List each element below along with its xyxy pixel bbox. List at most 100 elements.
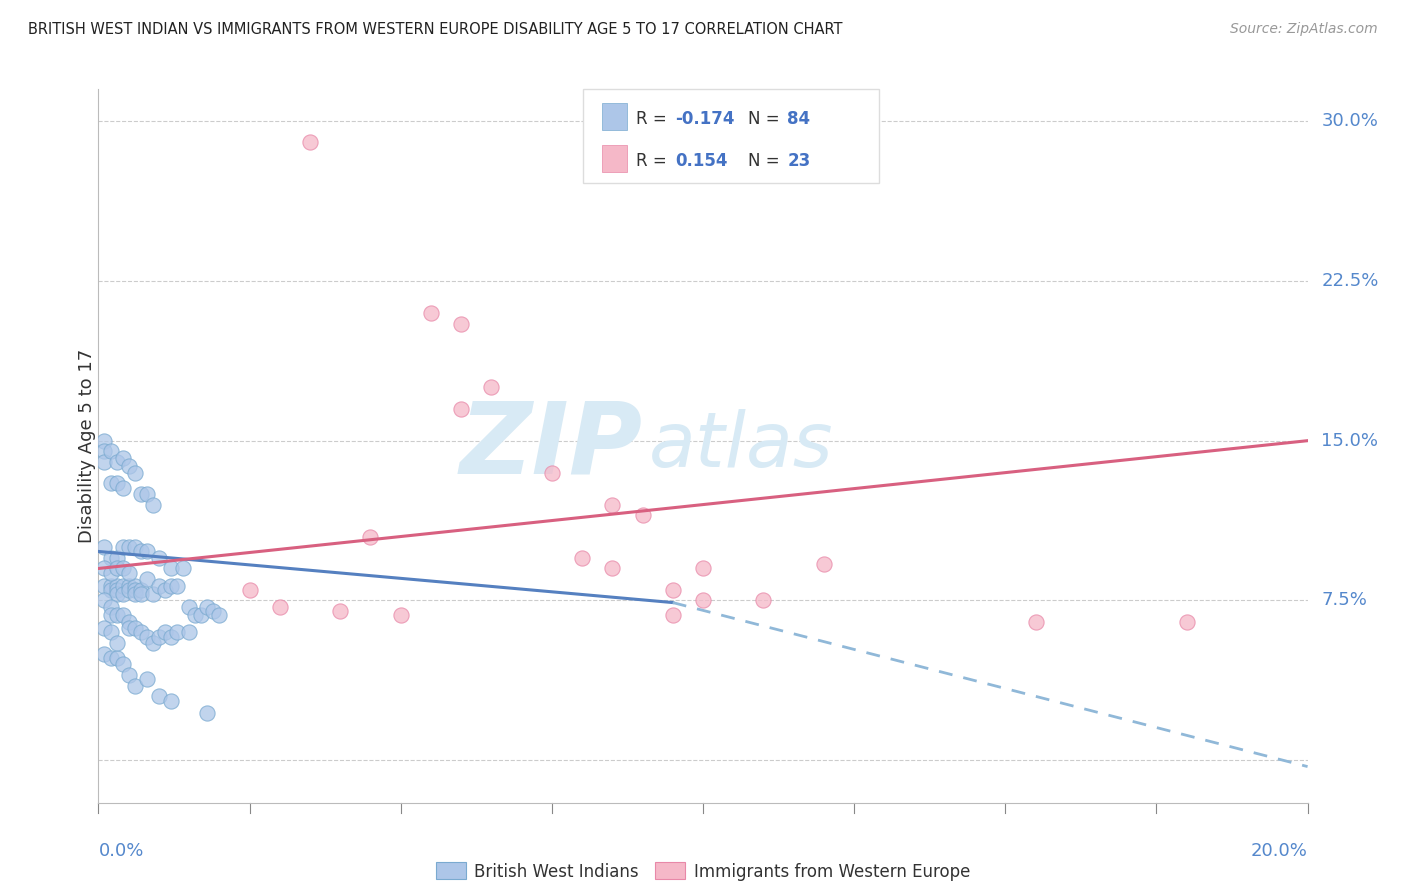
Point bbox=[142, 498, 165, 512]
Point bbox=[111, 450, 134, 465]
Point bbox=[239, 582, 262, 597]
Point bbox=[118, 566, 141, 580]
Point bbox=[111, 578, 134, 592]
Point bbox=[93, 578, 115, 592]
Text: 22.5%: 22.5% bbox=[1322, 272, 1379, 290]
Point bbox=[93, 434, 115, 448]
Point bbox=[100, 550, 122, 565]
Text: ZIP: ZIP bbox=[460, 398, 643, 494]
Point bbox=[100, 625, 122, 640]
Point bbox=[100, 582, 122, 597]
Point bbox=[129, 587, 152, 601]
Point bbox=[450, 317, 472, 331]
Point bbox=[118, 621, 141, 635]
Text: 30.0%: 30.0% bbox=[1322, 112, 1378, 130]
Point bbox=[105, 582, 128, 597]
Point bbox=[202, 604, 225, 618]
Point bbox=[124, 587, 146, 601]
Point bbox=[692, 593, 714, 607]
Point bbox=[148, 550, 170, 565]
Point bbox=[571, 550, 593, 565]
Point bbox=[631, 508, 654, 523]
Point bbox=[135, 487, 157, 501]
Point bbox=[100, 444, 122, 458]
Text: 0.154: 0.154 bbox=[675, 153, 727, 170]
Text: 7.5%: 7.5% bbox=[1322, 591, 1368, 609]
Point bbox=[166, 578, 188, 592]
Point bbox=[269, 599, 291, 614]
Point bbox=[329, 604, 352, 618]
Point bbox=[1175, 615, 1198, 629]
Point bbox=[105, 476, 128, 491]
Point bbox=[111, 657, 134, 672]
Point bbox=[111, 540, 134, 554]
Point bbox=[299, 136, 322, 150]
Text: -0.174: -0.174 bbox=[675, 110, 734, 128]
Point bbox=[111, 608, 134, 623]
Point bbox=[135, 630, 157, 644]
Text: R =: R = bbox=[636, 110, 672, 128]
Text: atlas: atlas bbox=[648, 409, 834, 483]
Point bbox=[124, 466, 146, 480]
Point bbox=[450, 401, 472, 416]
Point bbox=[481, 380, 503, 394]
Point bbox=[602, 561, 624, 575]
Point bbox=[124, 582, 146, 597]
Point bbox=[93, 540, 115, 554]
Point bbox=[661, 608, 683, 623]
Point bbox=[105, 561, 128, 575]
Text: N =: N = bbox=[748, 153, 785, 170]
Point bbox=[93, 455, 115, 469]
Point bbox=[118, 582, 141, 597]
Point bbox=[105, 636, 128, 650]
Point bbox=[540, 466, 562, 480]
Point bbox=[142, 587, 165, 601]
Point bbox=[419, 306, 441, 320]
Point bbox=[93, 444, 115, 458]
Point bbox=[129, 544, 152, 558]
Text: R =: R = bbox=[636, 153, 676, 170]
Point bbox=[105, 550, 128, 565]
Point bbox=[111, 481, 134, 495]
Point bbox=[172, 561, 194, 575]
Text: N =: N = bbox=[748, 110, 785, 128]
Point bbox=[124, 621, 146, 635]
Point bbox=[160, 578, 183, 592]
Point bbox=[135, 572, 157, 586]
Point bbox=[129, 582, 152, 597]
Point bbox=[602, 498, 624, 512]
Point bbox=[148, 578, 170, 592]
Point bbox=[166, 625, 188, 640]
Point bbox=[208, 608, 231, 623]
Point bbox=[111, 561, 134, 575]
Point bbox=[135, 544, 157, 558]
Text: Source: ZipAtlas.com: Source: ZipAtlas.com bbox=[1230, 22, 1378, 37]
Point bbox=[129, 487, 152, 501]
Point bbox=[105, 587, 128, 601]
Point bbox=[153, 582, 176, 597]
Point bbox=[142, 636, 165, 650]
Point bbox=[752, 593, 775, 607]
Point bbox=[118, 615, 141, 629]
Text: 20.0%: 20.0% bbox=[1251, 842, 1308, 860]
Point bbox=[118, 668, 141, 682]
Point bbox=[100, 608, 122, 623]
Text: 23: 23 bbox=[787, 153, 811, 170]
Point bbox=[105, 608, 128, 623]
Point bbox=[93, 647, 115, 661]
Point bbox=[153, 625, 176, 640]
Y-axis label: Disability Age 5 to 17: Disability Age 5 to 17 bbox=[79, 349, 96, 543]
Point bbox=[184, 608, 207, 623]
Point bbox=[111, 587, 134, 601]
Point bbox=[100, 476, 122, 491]
Point bbox=[118, 540, 141, 554]
Point bbox=[100, 566, 122, 580]
Point bbox=[692, 561, 714, 575]
Point bbox=[661, 582, 683, 597]
Point bbox=[100, 599, 122, 614]
Point bbox=[118, 578, 141, 592]
Point bbox=[195, 599, 218, 614]
Point bbox=[105, 578, 128, 592]
Point bbox=[93, 621, 115, 635]
Point bbox=[124, 679, 146, 693]
